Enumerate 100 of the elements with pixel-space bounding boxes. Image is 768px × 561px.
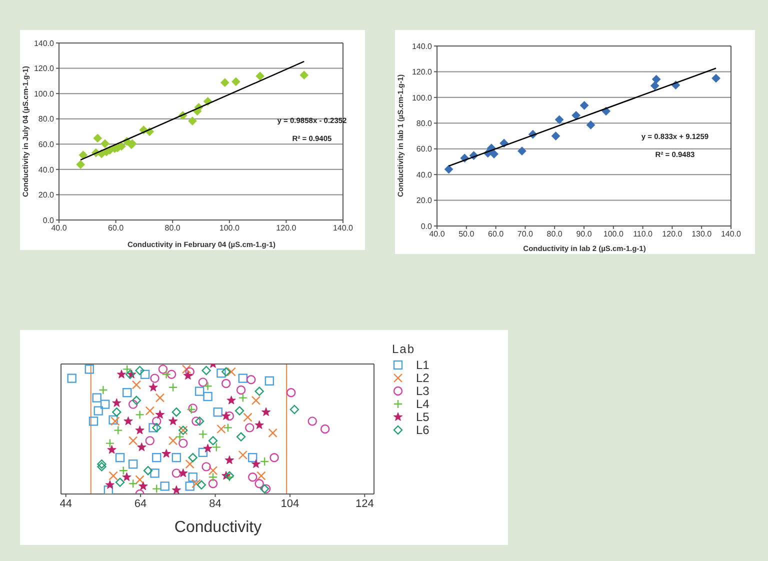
x-tick-label: 140.0 — [332, 224, 354, 233]
x-tick-label: 110.0 — [633, 230, 654, 239]
legend-label: L5 — [416, 410, 430, 424]
point — [105, 438, 115, 448]
point — [152, 453, 162, 462]
point — [555, 115, 564, 124]
point — [140, 370, 150, 379]
point — [104, 486, 114, 494]
point — [178, 438, 188, 448]
point — [76, 160, 85, 169]
point — [178, 468, 188, 478]
y-tick-label: 100.0 — [34, 89, 55, 98]
point — [168, 382, 178, 392]
point — [100, 139, 110, 148]
point — [194, 386, 204, 396]
point — [118, 466, 128, 476]
point — [78, 150, 88, 160]
point — [262, 407, 271, 416]
point — [150, 468, 160, 478]
point — [208, 472, 218, 482]
point — [137, 442, 146, 452]
y-tick-label: 0.0 — [42, 216, 55, 225]
point — [152, 416, 162, 426]
y-tick-label: 20.0 — [38, 190, 55, 200]
point — [132, 396, 142, 405]
point — [602, 106, 610, 116]
point — [256, 72, 264, 80]
point — [221, 367, 231, 376]
point — [122, 472, 132, 481]
point — [158, 364, 168, 374]
point — [490, 150, 498, 158]
point — [208, 466, 218, 476]
point — [320, 424, 330, 434]
legend-title: Lab — [392, 342, 416, 356]
point — [97, 462, 106, 472]
point — [270, 453, 279, 462]
point — [444, 165, 453, 174]
point — [234, 406, 244, 416]
y-tick-label: 140.0 — [34, 38, 55, 48]
x-tick-label: 120.0 — [662, 230, 683, 239]
point — [117, 370, 126, 378]
x-tick-label: 50.0 — [458, 230, 475, 239]
point — [84, 364, 94, 374]
y-tick-label: 120.0 — [412, 68, 433, 77]
point — [198, 378, 208, 387]
point — [220, 78, 230, 87]
point — [224, 456, 234, 464]
legend-label: L6 — [416, 422, 430, 436]
x-tick-label: 100.0 — [219, 224, 240, 233]
point — [148, 423, 158, 432]
point — [97, 460, 106, 469]
point — [290, 404, 300, 414]
point — [586, 120, 595, 130]
point — [652, 75, 661, 84]
point — [168, 416, 178, 426]
point — [182, 364, 192, 374]
x-tick-label: 44 — [60, 498, 72, 510]
point — [152, 423, 162, 432]
x-tick-label: 70.0 — [517, 230, 534, 239]
point — [162, 370, 171, 379]
x-tick-label: 80.0 — [546, 230, 563, 239]
point — [208, 436, 218, 446]
point — [93, 134, 102, 142]
point — [192, 416, 201, 426]
point — [138, 482, 148, 490]
point — [155, 410, 164, 419]
point — [518, 146, 526, 156]
point — [194, 416, 204, 426]
legend-label: L4 — [416, 396, 430, 410]
legend-label: L1 — [416, 358, 430, 372]
point — [114, 426, 123, 435]
point — [152, 484, 162, 494]
point — [94, 406, 103, 416]
point — [572, 111, 580, 120]
point — [135, 366, 144, 376]
x-axis-title: Conductivity — [173, 519, 263, 537]
x-tick-label: 130.0 — [692, 230, 712, 239]
point — [198, 430, 208, 439]
point — [128, 460, 138, 469]
point — [98, 385, 108, 395]
point — [155, 393, 165, 402]
point — [196, 480, 206, 490]
point — [184, 371, 192, 380]
point — [251, 396, 261, 405]
point — [308, 416, 317, 426]
point — [216, 424, 226, 434]
point — [248, 472, 258, 482]
point — [100, 400, 110, 409]
x-tick-label: 100.0 — [603, 230, 624, 239]
point — [212, 442, 221, 452]
x-tick-label: 84 — [209, 498, 222, 510]
point — [256, 471, 266, 480]
y-tick-label: 60.0 — [38, 140, 55, 149]
point — [236, 432, 246, 442]
point — [107, 445, 116, 454]
point — [185, 460, 194, 469]
point — [223, 423, 233, 432]
point — [143, 466, 153, 476]
point — [224, 411, 234, 421]
point — [208, 479, 218, 488]
